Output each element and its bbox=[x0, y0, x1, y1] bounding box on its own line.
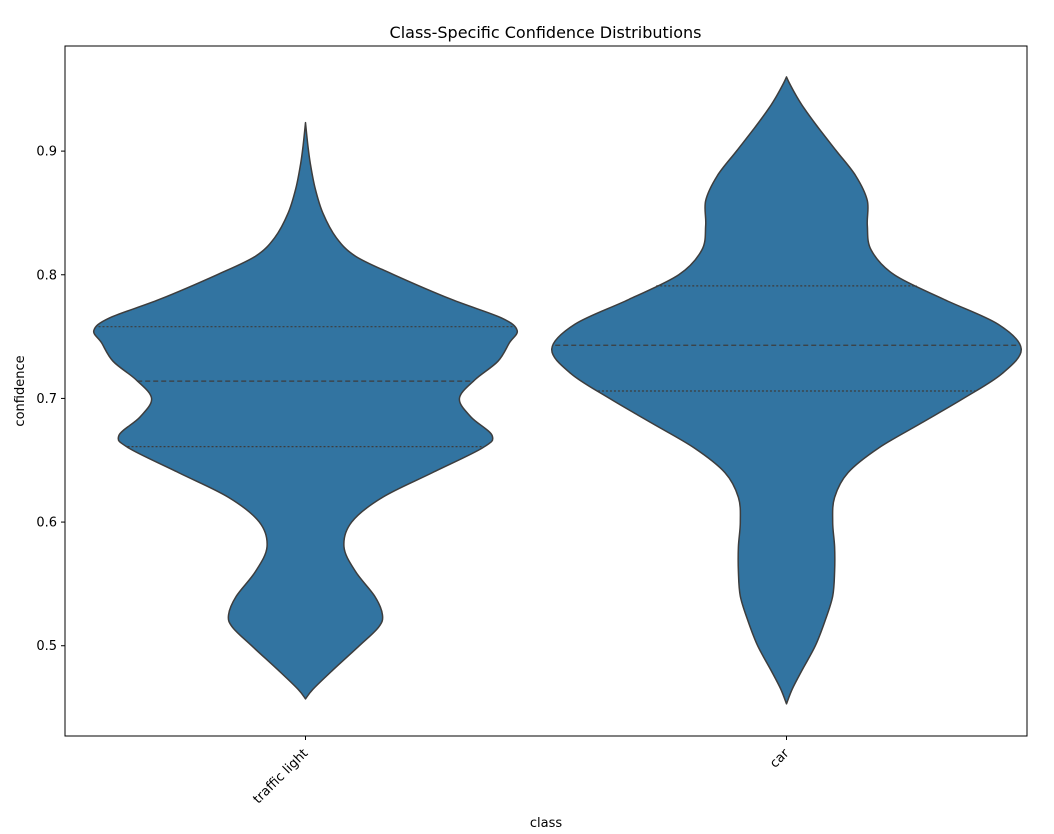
quartile-lines-layer bbox=[98, 285, 1018, 448]
y-tick-label: 0.9 bbox=[36, 145, 57, 160]
violin-traffic-light bbox=[92, 121, 519, 700]
violin-car bbox=[551, 76, 1022, 705]
y-tick-label: 0.7 bbox=[36, 392, 57, 407]
chart-title: Class-Specific Confidence Distributions bbox=[390, 23, 702, 42]
violins-layer bbox=[92, 76, 1022, 705]
y-axis-label: confidence bbox=[13, 355, 28, 426]
plot-frame bbox=[64, 45, 1028, 737]
y-tick-label: 0.5 bbox=[36, 639, 57, 654]
y-axis: 0.5 0.6 0.7 0.8 0.9 bbox=[36, 145, 65, 654]
y-tick-label: 0.8 bbox=[36, 268, 57, 283]
y-tick-label: 0.6 bbox=[36, 516, 57, 531]
x-axis-label: class bbox=[530, 816, 562, 831]
